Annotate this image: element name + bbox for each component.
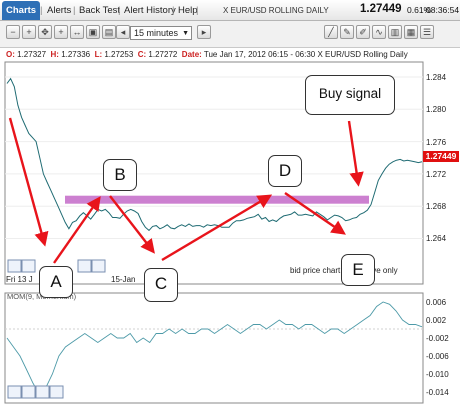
momentum-tick: -0.002 — [426, 334, 449, 343]
chart-type-icon[interactable]: ▥ — [388, 25, 402, 39]
arrow-a-to-b — [53, 196, 101, 264]
date-label: Date: — [181, 50, 202, 59]
time-label: Fri 13 J — [6, 275, 33, 284]
resistance-band — [65, 195, 369, 204]
tab-separator: | — [172, 5, 175, 16]
tab-help[interactable]: Help — [178, 5, 198, 16]
callout-c: C — [144, 268, 178, 302]
close-value: 1.27272 — [148, 50, 178, 59]
tab-bar: Charts | Alerts | Back Test | Alert Hist… — [0, 0, 460, 21]
interval-select[interactable]: 15 minutes ▼ — [130, 26, 192, 40]
price-tick: 1.280 — [426, 105, 447, 114]
price-tick: 1.264 — [426, 234, 447, 243]
line-tool-icon[interactable]: ╱ — [324, 25, 338, 39]
tab-separator: | — [73, 5, 76, 16]
ohlc-info: O: 1.27327 H: 1.27336 L: 1.27253 C: 1.27… — [6, 50, 408, 59]
price-pane-tools[interactable] — [7, 259, 106, 273]
draw-icon[interactable]: ✐ — [356, 25, 370, 39]
arrow-d-to-e — [284, 192, 346, 235]
time-label: 15-Jan — [111, 275, 136, 284]
chevron-down-icon: ▼ — [182, 30, 189, 37]
clock-time: 08:36:54 — [426, 5, 460, 15]
tab-back-test[interactable]: Back Test — [79, 5, 121, 16]
fit-icon[interactable]: ▣ — [86, 25, 100, 39]
price-change: 0.61% — [407, 5, 432, 15]
pan-icon[interactable]: ✥ — [38, 25, 52, 39]
momentum-tick: 0.006 — [426, 298, 447, 307]
open-label: O: — [6, 50, 15, 59]
low-value: 1.27253 — [104, 50, 134, 59]
tab-separator: | — [118, 5, 121, 16]
interval-value: 15 minutes — [134, 28, 179, 38]
indicator-icon[interactable]: ∿ — [372, 25, 386, 39]
high-value: 1.27336 — [61, 50, 91, 59]
zoom-in-icon[interactable]: + — [22, 25, 36, 39]
callout-d: D — [268, 155, 302, 187]
high-label: H: — [50, 50, 59, 59]
momentum-series-line — [6, 301, 423, 396]
zoom-out-icon[interactable]: − — [6, 25, 20, 39]
momentum-pane-tools[interactable] — [7, 385, 64, 399]
callout-b: B — [103, 159, 137, 191]
price-tick: 1.272 — [426, 170, 447, 179]
symbol-label: X EUR/USD ROLLING DAILY — [223, 6, 329, 15]
tab-separator: | — [196, 5, 199, 16]
print-icon[interactable]: ▤ — [102, 25, 116, 39]
date-value: Tue Jan 17, 2012 06:15 - 06:30 X EUR/USD… — [203, 50, 408, 59]
tab-separator: | — [40, 5, 43, 16]
momentum-tick: -0.010 — [426, 370, 449, 379]
last-price: 1.27449 — [360, 3, 402, 15]
arrow-c-to-d — [161, 194, 273, 262]
open-value: 1.27327 — [17, 50, 47, 59]
back-icon[interactable]: ◂ — [116, 25, 130, 39]
chart-toolbar: − + ✥ + ↔ ▣ ▤ ◂ 15 minutes ▼ ▸ ╱ ✎ ✐ ∿ ▥… — [0, 21, 460, 48]
price-series-line — [6, 77, 423, 232]
arrow-b-to-c — [109, 195, 155, 254]
tab-alerts[interactable]: Alerts — [47, 5, 72, 16]
buy-signal-callout: Buy signal — [305, 75, 395, 115]
current-price-tag: 1.27449 — [423, 151, 459, 162]
callout-e: E — [341, 254, 375, 286]
calendar-icon[interactable]: ▦ — [404, 25, 418, 39]
low-label: L: — [94, 50, 103, 59]
momentum-tick: -0.006 — [426, 352, 449, 361]
arrow-to-a — [8, 117, 49, 247]
momentum-tick: 0.002 — [426, 316, 447, 325]
momentum-tick: -0.014 — [426, 388, 449, 397]
move-icon[interactable]: ↔ — [70, 25, 84, 39]
close-label: C: — [137, 50, 147, 59]
callout-a: A — [39, 266, 73, 298]
properties-icon[interactable]: ☰ — [420, 25, 434, 39]
pencil-icon[interactable]: ✎ — [340, 25, 354, 39]
price-tick: 1.268 — [426, 202, 447, 211]
momentum-pane — [4, 292, 424, 404]
crosshair-icon[interactable]: + — [54, 25, 68, 39]
price-tick: 1.284 — [426, 73, 447, 82]
tab-alert-history[interactable]: Alert History — [124, 5, 176, 16]
forward-icon[interactable]: ▸ — [197, 25, 211, 39]
arrow-to-breakout — [347, 120, 364, 187]
tab-charts[interactable]: Charts — [2, 1, 41, 20]
price-tick: 1.276 — [426, 138, 447, 147]
